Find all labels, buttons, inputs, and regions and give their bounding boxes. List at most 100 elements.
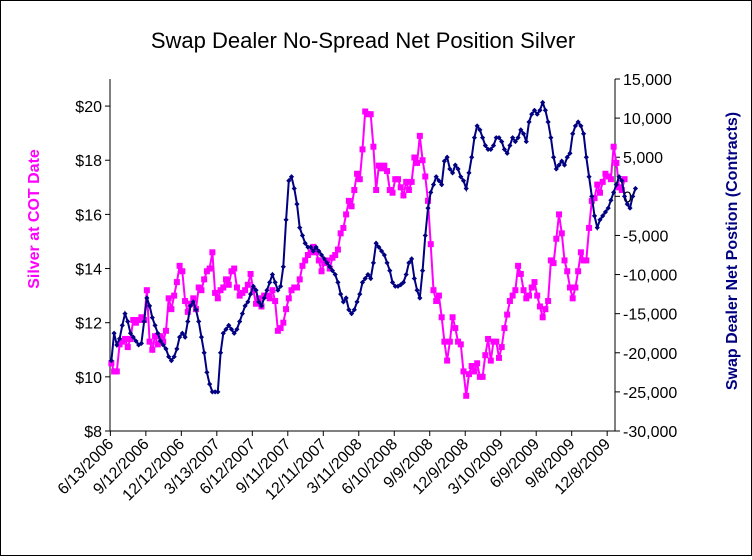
swap-dealer-position-point <box>234 326 240 332</box>
silver-price-point <box>558 230 565 237</box>
silver-price-point <box>444 357 451 364</box>
swap-dealer-position-point <box>253 287 259 293</box>
swap-dealer-position-point <box>419 268 426 274</box>
swap-dealer-position-point <box>258 303 265 309</box>
swap-dealer-position-point <box>294 201 300 207</box>
silver-price-point <box>293 284 300 291</box>
swap-dealer-position-point <box>496 135 502 141</box>
swap-dealer-position-point <box>559 158 565 164</box>
swap-dealer-position-point <box>237 318 243 325</box>
silver-price-point <box>173 279 180 286</box>
swap-dealer-position-point <box>187 303 194 309</box>
swap-dealer-position-point <box>119 322 125 328</box>
right-axis-tick-label: 0 <box>623 189 632 206</box>
swap-dealer-position-point <box>305 244 311 250</box>
swap-dealer-position-point <box>376 244 382 250</box>
silver-price-point <box>495 354 502 361</box>
silver-price-point <box>468 363 475 370</box>
swap-dealer-position-point <box>515 135 521 141</box>
silver-price-point <box>162 327 169 334</box>
right-axis-tick-label: -25,000 <box>623 385 677 402</box>
silver-price-point <box>201 276 208 283</box>
swap-dealer-position-point <box>127 330 134 336</box>
right-axis-tick-label: -10,000 <box>623 268 677 285</box>
swap-dealer-position-point <box>166 354 172 360</box>
swap-dealer-position-point <box>474 123 480 129</box>
silver-price-point <box>534 292 541 299</box>
silver-price-point <box>212 289 219 296</box>
silver-price-point <box>460 368 467 375</box>
silver-price-point <box>354 170 361 177</box>
silver-price-point <box>542 306 549 313</box>
silver-price-point <box>433 298 440 305</box>
chart-title: Swap Dealer No-Spread Net Position Silve… <box>151 28 575 53</box>
left-axis-tick-label: $16 <box>75 207 102 224</box>
silver-price-point <box>512 287 519 294</box>
swap-dealer-position-point <box>133 338 139 344</box>
swap-dealer-position-point <box>499 138 505 145</box>
silver-price-point <box>345 197 352 204</box>
swap-dealer-position-point <box>283 217 289 223</box>
swap-dealer-position-point <box>466 170 472 176</box>
swap-dealer-position-point <box>116 336 123 342</box>
swap-dealer-position-point <box>520 131 527 137</box>
swap-dealer-position-point <box>171 354 177 360</box>
swap-dealer-position-point <box>179 330 185 336</box>
swap-dealer-position-point <box>204 369 210 375</box>
swap-dealer-position-point <box>389 279 396 285</box>
swap-dealer-position-point <box>313 244 319 250</box>
swap-dealer-position-point <box>141 318 147 325</box>
silver-price-point <box>381 162 388 169</box>
swap-dealer-position-point <box>209 389 215 395</box>
swap-dealer-position-point <box>597 217 603 223</box>
silver-price-point <box>370 143 377 150</box>
silver-price-point <box>446 338 453 345</box>
silver-price-point <box>280 319 287 326</box>
swap-dealer-position-point <box>174 346 180 352</box>
swap-dealer-position-point <box>357 291 363 297</box>
swap-dealer-position-point <box>267 279 273 285</box>
swap-dealer-position-point <box>572 123 579 129</box>
silver-price-point <box>414 159 421 166</box>
silver-price-point <box>302 257 309 264</box>
left-axis-label: Silver at COT Date <box>26 149 43 289</box>
silver-price-point <box>526 292 533 299</box>
swap-dealer-position-point <box>578 123 584 129</box>
silver-price-series <box>108 108 628 399</box>
swap-dealer-position-point <box>477 127 483 133</box>
swap-dealer-position-point <box>460 178 467 184</box>
silver-price-point <box>594 181 601 188</box>
silver-price-point <box>348 203 355 210</box>
swap-dealer-position-point <box>395 283 401 289</box>
silver-price-point <box>157 333 164 340</box>
swap-dealer-position-point <box>564 154 570 160</box>
swap-dealer-position-point <box>556 162 562 168</box>
silver-price-point <box>384 168 391 175</box>
swap-dealer-position-point <box>370 260 377 266</box>
silver-price-point <box>539 314 546 321</box>
left-axis-tick-label: $14 <box>75 262 102 279</box>
swap-dealer-position-point <box>485 146 491 152</box>
swap-dealer-position-point <box>343 295 349 301</box>
swap-dealer-position-point <box>250 283 256 289</box>
silver-price-point <box>610 143 617 150</box>
silver-price-point <box>283 306 290 313</box>
silver-price-point <box>561 257 568 264</box>
silver-price-point <box>244 281 251 288</box>
swap-dealer-position-point <box>362 275 368 282</box>
silver-price-point <box>394 176 401 183</box>
silver-price-point <box>285 295 292 302</box>
silver-price-point <box>411 154 418 161</box>
silver-price-point <box>531 279 538 286</box>
silver-price-point <box>569 295 576 302</box>
swap-dealer-position-point <box>275 287 281 293</box>
swap-dealer-position-point <box>449 170 456 176</box>
swap-dealer-position-point <box>193 307 199 313</box>
silver-price-point <box>556 211 563 218</box>
silver-price-point <box>400 192 407 199</box>
swap-dealer-position-point <box>354 299 360 305</box>
swap-dealer-position-point <box>327 264 333 270</box>
silver-price-point <box>206 265 213 272</box>
silver-price-point <box>113 368 120 375</box>
